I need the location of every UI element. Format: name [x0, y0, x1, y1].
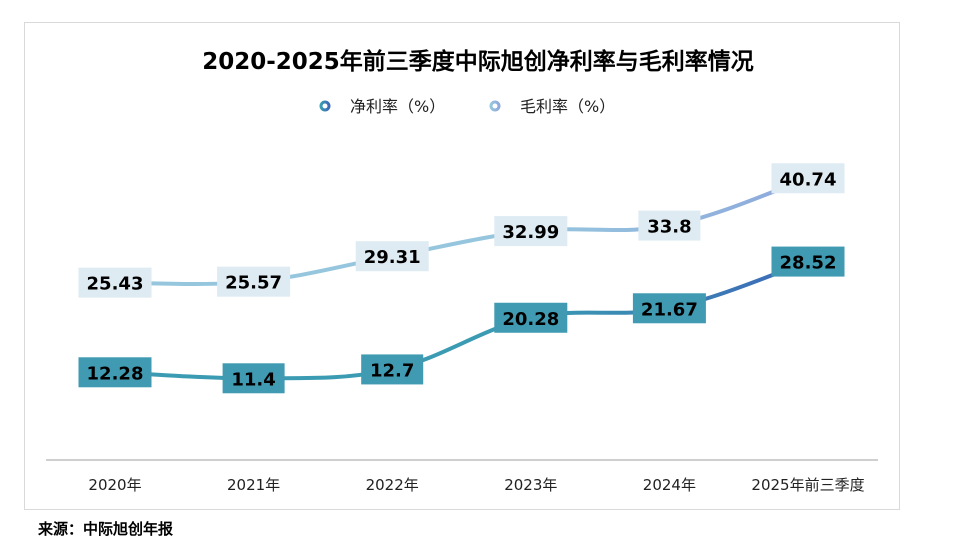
data-label-bg [78, 267, 152, 298]
data-label: 12.7 [370, 360, 414, 381]
source-note: 来源：中际旭创年报 [38, 520, 174, 538]
data-label-bg [494, 216, 568, 247]
x-tick-label: 2024年 [643, 476, 696, 494]
x-tick-label: 2021年 [227, 476, 280, 494]
legend-marker [319, 100, 331, 112]
data-label: 20.28 [502, 309, 559, 330]
data-label: 21.67 [641, 299, 698, 320]
data-label: 11.4 [231, 369, 275, 390]
legend-label: 净利率（%） [350, 97, 445, 116]
data-label: 32.99 [502, 222, 559, 243]
data-label-bg [771, 163, 845, 194]
data-label-bg [771, 246, 845, 277]
data-label-bg [217, 266, 291, 297]
chart-frame [24, 22, 900, 510]
data-label-bg [632, 293, 706, 324]
data-label-bg [222, 363, 285, 394]
x-tick-label: 2022年 [366, 476, 419, 494]
data-label: 40.74 [780, 169, 837, 190]
data-label-bg [361, 354, 424, 385]
data-label: 33.8 [647, 217, 691, 238]
data-label-bg [355, 241, 429, 272]
data-label-bg [638, 210, 701, 241]
data-label: 25.43 [87, 274, 144, 295]
data-label: 12.28 [87, 363, 144, 384]
data-label-bg [78, 357, 152, 388]
x-tick-label: 2025年前三季度 [751, 476, 864, 494]
legend-label: 毛利率（%） [520, 97, 615, 116]
data-label: 25.57 [225, 273, 282, 294]
x-tick-label: 2023年 [504, 476, 557, 494]
data-label: 28.52 [780, 253, 837, 274]
legend-marker [489, 100, 501, 112]
x-tick-label: 2020年 [88, 476, 141, 494]
chart-title: 2020-2025年前三季度中际旭创净利率与毛利率情况 [202, 49, 754, 75]
data-label-bg [494, 302, 568, 333]
data-label: 29.31 [364, 247, 421, 268]
